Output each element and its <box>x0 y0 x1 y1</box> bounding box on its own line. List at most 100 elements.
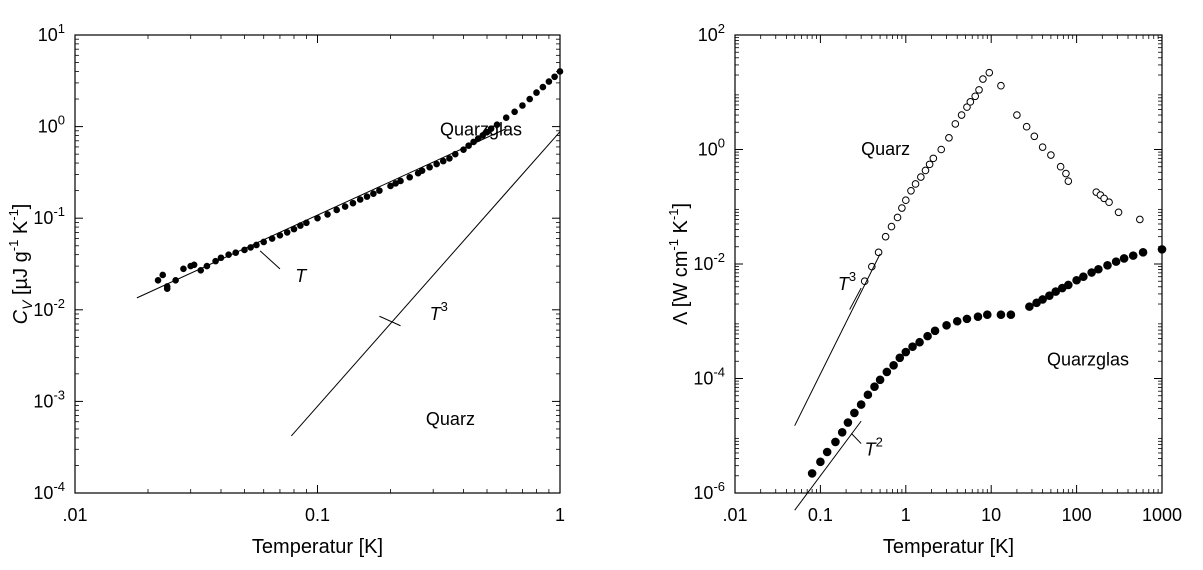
data-point <box>895 353 905 363</box>
annotation-label: T2 <box>865 435 883 460</box>
y-axis-label: Λ [W cm-1 K-1] <box>666 203 692 325</box>
data-point <box>996 310 1006 320</box>
data-point <box>1045 291 1054 300</box>
data-point <box>154 276 162 284</box>
data-point <box>163 285 171 292</box>
data-point <box>856 400 866 409</box>
y-tick-label: 101 <box>38 21 65 45</box>
x-tick-label: .01 <box>722 505 747 525</box>
annotation-text: T <box>430 304 443 324</box>
x-tick-label: 0.1 <box>808 505 833 525</box>
ylabel-text: ] <box>10 204 32 210</box>
y-tick-exponent: 1 <box>58 21 65 36</box>
data-point <box>843 418 853 427</box>
data-point <box>406 173 414 181</box>
annotation-leader-line <box>379 315 401 327</box>
data-point <box>942 320 951 330</box>
y-axis-label: CV [µJ g-1 K-1] <box>6 204 35 325</box>
data-point <box>283 229 291 236</box>
data-point <box>1114 208 1123 217</box>
y-tick-exponent: -3 <box>53 387 65 402</box>
data-point <box>807 469 817 478</box>
ylabel-exponent: -1 <box>666 239 681 251</box>
x-tick-label: 1000 <box>1142 505 1182 525</box>
data-point <box>915 337 924 347</box>
data-point <box>979 75 987 83</box>
data-point <box>363 193 371 200</box>
y-tick-label: 10-3 <box>33 387 65 411</box>
data-point <box>387 182 394 190</box>
plot-frame <box>74 34 561 494</box>
data-point <box>908 342 917 351</box>
data-point <box>957 111 966 119</box>
data-point <box>929 154 938 163</box>
data-point <box>1047 151 1055 159</box>
data-point <box>902 196 910 205</box>
data-point <box>963 103 971 111</box>
data-point <box>874 248 883 257</box>
data-point <box>502 114 510 122</box>
ylabel-exponent: -1 <box>6 209 21 221</box>
data-point <box>426 163 433 171</box>
data-point <box>159 271 167 279</box>
data-point <box>893 213 902 222</box>
data-point <box>418 167 426 175</box>
data-point <box>551 73 558 81</box>
x-tick-label: .01 <box>62 505 87 525</box>
data-point <box>333 206 341 214</box>
y-tick-base: 10 <box>698 25 718 45</box>
data-point <box>487 125 495 132</box>
data-point <box>1038 295 1047 304</box>
y-tick-label: 10-4 <box>693 365 725 389</box>
ylabel-text: K <box>10 220 32 240</box>
data-point <box>1079 272 1088 282</box>
data-point <box>1136 215 1144 224</box>
data-point <box>483 128 491 136</box>
data-point <box>882 367 892 377</box>
data-point <box>1038 143 1047 151</box>
annotation-label: Quarz <box>426 409 475 429</box>
data-point <box>911 180 920 188</box>
data-point <box>1030 132 1039 141</box>
ylabel-subscript: V <box>19 299 35 310</box>
y-tick-base: 10 <box>693 483 713 503</box>
y-tick-base: 10 <box>33 391 53 411</box>
data-point <box>837 427 847 437</box>
annotation-text: Quarz <box>861 139 910 159</box>
data-point <box>1064 280 1073 290</box>
data-point <box>930 326 940 336</box>
data-point <box>982 310 992 320</box>
data-point <box>937 145 946 154</box>
data-point <box>180 265 187 273</box>
y-tick-base: 10 <box>33 483 53 503</box>
x-tick-label: 1 <box>901 505 911 525</box>
power-law-fit-line <box>136 128 507 299</box>
ylabel-symbol: C <box>10 309 32 324</box>
data-point <box>971 92 980 101</box>
y-tick-exponent: -4 <box>53 479 65 494</box>
data-point <box>439 157 447 165</box>
y-tick-label: 100 <box>698 136 725 160</box>
y-tick-label: 10-6 <box>693 479 725 503</box>
annotation-exponent: 3 <box>441 299 448 314</box>
data-point <box>1103 260 1112 270</box>
data-point <box>1062 169 1070 178</box>
data-point <box>493 121 501 128</box>
data-point <box>945 134 953 142</box>
data-point <box>1056 162 1065 171</box>
data-point <box>889 361 898 370</box>
data-point <box>539 83 547 91</box>
data-point <box>822 447 832 457</box>
y-tick-exponent: 0 <box>718 136 725 151</box>
data-point <box>975 86 983 94</box>
data-point <box>925 160 934 169</box>
data-point <box>397 177 404 185</box>
annotation-leader-line <box>849 287 862 310</box>
x-axis-label: Temperatur [K] <box>883 536 1014 558</box>
data-point <box>973 312 983 322</box>
annotation-label: T3 <box>838 269 856 294</box>
data-point <box>881 232 890 241</box>
annotation-leader-line <box>259 250 281 270</box>
annotation-text: T <box>838 274 851 294</box>
data-point <box>1128 251 1138 260</box>
